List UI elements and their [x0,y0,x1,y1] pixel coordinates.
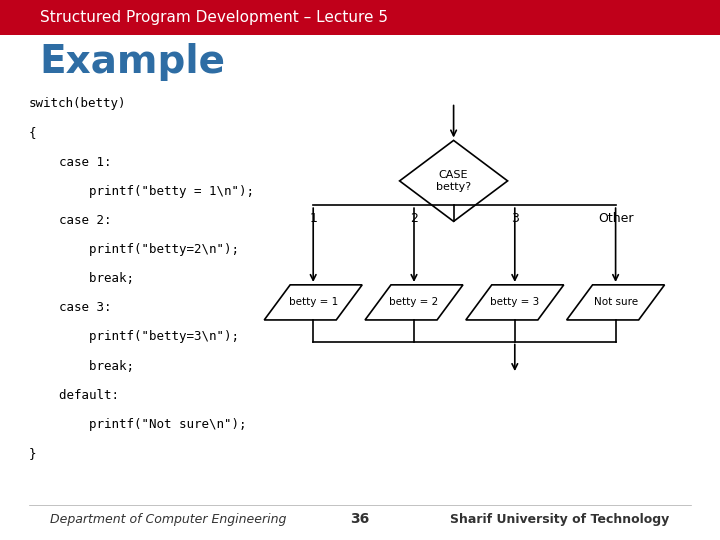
Text: betty = 3: betty = 3 [490,298,539,307]
Text: CASE
betty?: CASE betty? [436,170,471,192]
Text: Example: Example [40,43,225,81]
Text: Sharif University of Technology: Sharif University of Technology [450,513,670,526]
Text: printf("betty = 1\n");: printf("betty = 1\n"); [29,185,254,198]
Text: switch(betty): switch(betty) [29,97,126,110]
FancyBboxPatch shape [0,0,720,35]
Text: 3: 3 [511,212,518,225]
Text: 36: 36 [351,512,369,526]
Text: betty = 2: betty = 2 [390,298,438,307]
Text: }: } [29,447,36,460]
Text: 2: 2 [410,212,418,225]
Text: 1: 1 [310,212,317,225]
Text: case 3:: case 3: [29,301,112,314]
Text: printf("Not sure\n");: printf("Not sure\n"); [29,418,246,431]
Text: printf("betty=2\n");: printf("betty=2\n"); [29,243,239,256]
Text: break;: break; [29,272,134,285]
Text: Structured Program Development – Lecture 5: Structured Program Development – Lecture… [40,10,387,25]
Text: printf("betty=3\n");: printf("betty=3\n"); [29,330,239,343]
Text: default:: default: [29,389,119,402]
Text: betty = 1: betty = 1 [289,298,338,307]
Text: Not sure: Not sure [593,298,638,307]
Text: case 1:: case 1: [29,156,112,168]
Text: Department of Computer Engineering: Department of Computer Engineering [50,513,287,526]
Text: {: { [29,126,36,139]
Text: case 2:: case 2: [29,214,112,227]
Text: Other: Other [598,212,634,225]
Text: break;: break; [29,360,134,373]
